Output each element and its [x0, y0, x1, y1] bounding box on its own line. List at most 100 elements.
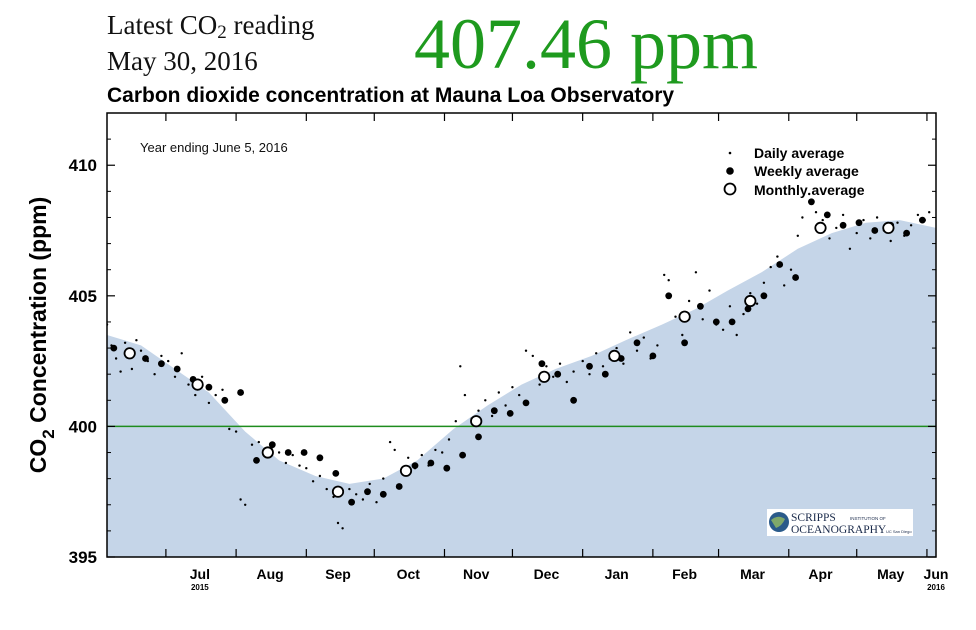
daily-point [828, 237, 831, 240]
weekly-point [839, 221, 847, 229]
monthly-point [399, 464, 413, 477]
weekly-point [158, 360, 165, 368]
daily-point [518, 393, 521, 397]
daily-point [194, 393, 197, 397]
daily-point [123, 341, 127, 344]
x-tick-label: May [877, 566, 904, 582]
daily-point [441, 451, 444, 454]
daily-point [862, 218, 865, 222]
weekly-point [221, 396, 229, 404]
daily-point [393, 448, 396, 452]
x-tick-label: Oct [397, 566, 421, 582]
daily-point [909, 224, 913, 227]
daily-point [311, 480, 315, 483]
daily-point [531, 354, 534, 358]
daily-point [459, 365, 462, 368]
daily-point [250, 443, 254, 446]
daily-point [447, 438, 451, 441]
x-tick-label: Apr [808, 566, 833, 582]
daily-point [368, 482, 371, 486]
daily-point [687, 299, 691, 303]
daily-point [284, 461, 288, 465]
daily-point [635, 349, 639, 352]
weekly-point [253, 457, 260, 464]
daily-point [656, 344, 659, 347]
daily-point [298, 464, 301, 467]
x-tick-year-label: 2016 [927, 583, 945, 592]
daily-point [497, 391, 500, 394]
x-tick-year-label: 2015 [191, 583, 209, 592]
daily-point [239, 498, 242, 501]
monthly-point [538, 370, 551, 383]
reading-value: 407.46 ppm [414, 4, 759, 84]
daily-point [558, 362, 562, 365]
y-label-tail: Concentration (ppm) [25, 197, 51, 430]
legend: Daily average Weekly average Monthly ave… [723, 145, 865, 198]
weekly-point [601, 370, 609, 378]
weekly-point [173, 365, 181, 373]
daily-point [755, 302, 759, 305]
logo-text-oceanography: OCEANOGRAPHY [791, 524, 887, 536]
y-label-subscript: 2 [39, 429, 58, 438]
daily-point [341, 527, 344, 530]
monthly-point [470, 415, 483, 428]
daily-point [581, 359, 584, 363]
weekly-point [554, 370, 562, 378]
weekly-point [284, 449, 292, 456]
daily-point [821, 218, 824, 222]
daily-point [776, 255, 779, 258]
reading-date: May 30, 2016 [107, 46, 258, 76]
daily-point [615, 346, 618, 350]
daily-point [257, 440, 260, 444]
daily-point [305, 467, 308, 470]
daily-point [629, 331, 632, 334]
daily-point [524, 349, 528, 352]
weekly-point [586, 362, 593, 370]
daily-point [663, 273, 666, 277]
weekly-point [443, 464, 451, 472]
x-tick-label: Dec [534, 566, 560, 582]
weekly-point [506, 410, 514, 417]
monthly-point [744, 294, 757, 308]
weekly-point [142, 355, 149, 362]
weekly-point [760, 292, 768, 300]
weekly-point [490, 407, 498, 415]
daily-point [187, 383, 190, 386]
weekly-point [823, 211, 831, 219]
x-tick-label: Jun [924, 566, 949, 582]
daily-point [762, 281, 766, 284]
daily-point [167, 359, 170, 363]
weekly-point [570, 396, 577, 404]
daily-point [681, 333, 684, 337]
weekly-point [522, 399, 530, 407]
daily-point [721, 328, 725, 331]
logo-text-ucsd: UC San Diego [886, 529, 912, 534]
weekly-point [744, 305, 752, 313]
daily-point [814, 211, 818, 214]
daily-point [135, 339, 138, 342]
x-tick-label: Aug [256, 566, 283, 582]
weekly-point [475, 433, 482, 441]
daily-point [855, 231, 858, 235]
daily-point [119, 370, 122, 373]
daily-point [789, 268, 793, 271]
weekly-point [903, 229, 910, 237]
daily-point [130, 367, 134, 371]
daily-point [801, 216, 804, 219]
y-tick-label: 400 [69, 417, 97, 436]
daily-point [173, 375, 177, 378]
weekly-point [728, 318, 736, 326]
monthly-points-layer [123, 221, 895, 498]
monthly-point [608, 349, 621, 362]
weekly-point [681, 339, 688, 347]
daily-point [454, 420, 457, 423]
daily-point [694, 271, 698, 274]
daily-point [796, 234, 799, 237]
daily-point [291, 453, 294, 457]
daily-point [875, 216, 879, 219]
daily-point [139, 349, 143, 352]
daily-point [114, 357, 118, 360]
monthly-point [191, 378, 204, 391]
y-tick-label: 395 [69, 548, 97, 567]
seasonal-fill-area [107, 220, 936, 557]
